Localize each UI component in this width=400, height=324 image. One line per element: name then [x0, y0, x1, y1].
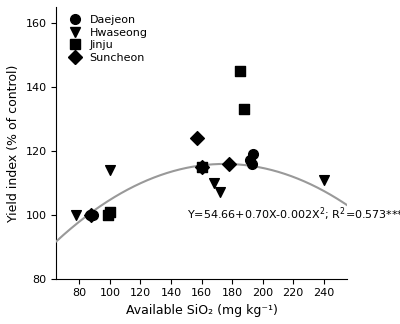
Suncheon [226, 161, 232, 166]
Hwaseong [210, 180, 217, 185]
Jinju [236, 68, 243, 74]
Suncheon [198, 164, 205, 169]
Y-axis label: Yield index (% of control): Yield index (% of control) [7, 64, 20, 222]
Daejeon [87, 212, 93, 217]
Suncheon [194, 135, 200, 141]
Daejeon [90, 212, 96, 217]
Hwaseong [73, 212, 80, 217]
X-axis label: Available SiO₂ (mg kg⁻¹): Available SiO₂ (mg kg⁻¹) [126, 304, 278, 317]
Daejeon [247, 158, 254, 163]
Text: Y=54.66+0.70X-0.002X$^2$; R$^2$=0.573***: Y=54.66+0.70X-0.002X$^2$; R$^2$=0.573*** [187, 206, 400, 223]
Daejeon [250, 151, 257, 156]
Daejeon [249, 161, 255, 166]
Hwaseong [217, 190, 223, 195]
Jinju [107, 209, 113, 214]
Hwaseong [107, 168, 113, 173]
Legend: Daejeon, Hwaseong, Jinju, Suncheon: Daejeon, Hwaseong, Jinju, Suncheon [62, 13, 150, 65]
Hwaseong [320, 177, 327, 182]
Jinju [241, 107, 248, 112]
Jinju [198, 164, 205, 169]
Suncheon [88, 212, 95, 217]
Jinju [105, 212, 112, 217]
